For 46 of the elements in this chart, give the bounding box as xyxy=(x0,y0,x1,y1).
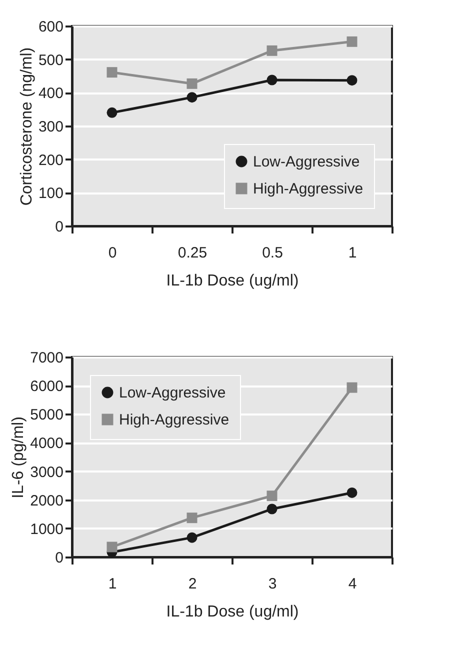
y-tick-label: 600 xyxy=(38,18,64,36)
point xyxy=(266,504,278,514)
x-tick-label: 1 xyxy=(108,576,117,592)
point xyxy=(266,74,278,86)
y-axis-title: IL-6 (pg/ml) xyxy=(10,416,28,498)
point xyxy=(266,45,278,56)
x-tick-label: 2 xyxy=(188,576,197,592)
y-tick-label: 500 xyxy=(38,52,64,69)
x-tick-label: 4 xyxy=(348,576,357,592)
point xyxy=(346,487,358,498)
x-axis-title: IL-1b Dose (ug/ml) xyxy=(166,604,299,620)
x-tick-label: 0.25 xyxy=(178,244,208,262)
x-tick-label: 0 xyxy=(108,244,117,262)
y-tick-label: 300 xyxy=(38,118,64,136)
y-tick-label: 2000 xyxy=(30,492,64,510)
x-axis-title: IL-1b Dose (ug/ml) xyxy=(166,272,299,290)
y-tick-label: 400 xyxy=(38,85,64,102)
y-tick-label: 200 xyxy=(38,152,64,169)
point xyxy=(106,67,118,78)
legend-label: High-Aggressive xyxy=(253,180,364,198)
x-tick-label: 3 xyxy=(268,576,277,592)
y-axis-title: Corticosterone (ng/ml) xyxy=(18,47,36,206)
y-tick-label: 1000 xyxy=(30,520,64,538)
point xyxy=(346,75,358,86)
point xyxy=(266,490,278,502)
y-tick-label: 5000 xyxy=(30,406,64,424)
y-tick-label: 3000 xyxy=(30,464,64,481)
point xyxy=(186,92,198,103)
legend-label: Low-Aggressive xyxy=(119,384,226,402)
legend-label: High-Aggressive xyxy=(119,412,230,428)
x-tick-label: 0.5 xyxy=(262,244,283,262)
point xyxy=(186,512,198,524)
y-tick-label: 7000 xyxy=(30,350,64,366)
legend-label: Low-Aggressive xyxy=(253,154,360,170)
point xyxy=(186,532,198,543)
y-tick-label: 0 xyxy=(55,218,64,236)
x-tick-label: 1 xyxy=(348,244,357,262)
y-tick-label: 0 xyxy=(55,550,64,566)
point xyxy=(346,36,358,47)
y-tick-label: 4000 xyxy=(30,435,64,452)
point xyxy=(186,78,198,89)
y-tick-label: 6000 xyxy=(30,378,64,396)
point xyxy=(106,107,118,118)
point xyxy=(346,382,358,393)
y-tick-label: 100 xyxy=(38,185,64,202)
point xyxy=(106,542,118,552)
